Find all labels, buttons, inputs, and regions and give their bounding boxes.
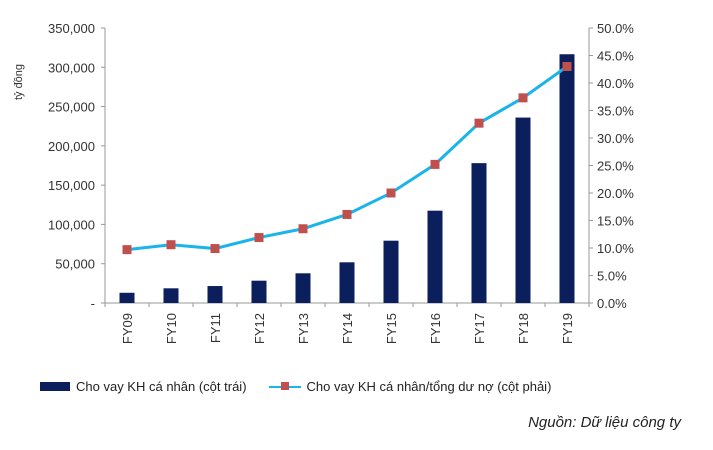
left-tick-label: 100,000 xyxy=(48,217,95,232)
right-tick-label: 15.0% xyxy=(597,214,634,229)
x-tick-label: FY11 xyxy=(208,313,223,343)
bar xyxy=(515,117,531,303)
line-marker xyxy=(122,245,132,255)
bar xyxy=(207,286,223,303)
x-tick-label: FY14 xyxy=(340,313,355,344)
line-marker xyxy=(254,233,264,243)
y-axis-label: tỷ đồng xyxy=(13,64,25,100)
right-tick-label: 5.0% xyxy=(597,269,627,284)
x-tick-label: FY18 xyxy=(516,313,531,344)
right-tick-label: 0.0% xyxy=(597,296,627,311)
x-tick-label: FY17 xyxy=(472,313,487,344)
legend-bar-swatch xyxy=(40,382,70,391)
line-marker xyxy=(166,240,176,250)
x-tick-label: FY12 xyxy=(252,313,267,344)
bar xyxy=(163,288,179,303)
bar xyxy=(559,54,575,303)
x-tick-label: FY13 xyxy=(296,313,311,344)
bar xyxy=(383,240,399,303)
x-tick-label: FY10 xyxy=(164,313,179,344)
right-tick-label: 25.0% xyxy=(597,159,634,174)
legend-line-label: Cho vay KH cá nhân/tổng dư nợ (cột phải) xyxy=(306,379,552,394)
left-tick-label: - xyxy=(91,296,95,311)
right-tick-label: 35.0% xyxy=(597,104,634,119)
x-tick-label: FY19 xyxy=(560,313,575,344)
left-tick-label: 50,000 xyxy=(55,257,95,272)
left-tick-label: 250,000 xyxy=(48,100,95,115)
left-tick-label: 200,000 xyxy=(48,139,95,154)
right-tick-label: 20.0% xyxy=(597,186,634,201)
line-marker xyxy=(342,209,352,219)
bar xyxy=(471,163,487,303)
line-marker xyxy=(210,244,220,254)
line-marker xyxy=(386,188,396,198)
line-marker xyxy=(518,93,528,103)
line-marker xyxy=(430,159,440,169)
series-line xyxy=(126,65,568,252)
right-tick-label: 45.0% xyxy=(597,49,634,64)
bar xyxy=(427,210,443,303)
source-note: Nguồn: Dữ liệu công ty xyxy=(528,414,681,431)
left-tick-label: 350,000 xyxy=(48,21,95,36)
right-tick-label: 50.0% xyxy=(597,21,634,36)
bar xyxy=(295,273,311,303)
right-tick-label: 40.0% xyxy=(597,76,634,91)
left-tick-label: 150,000 xyxy=(48,178,95,193)
right-tick-label: 30.0% xyxy=(597,131,634,146)
line-marker xyxy=(474,118,484,128)
legend: Cho vay KH cá nhân (cột trái) Cho vay KH… xyxy=(40,379,551,394)
bar xyxy=(251,280,267,303)
line-marker xyxy=(298,224,308,234)
right-tick-label: 10.0% xyxy=(597,241,634,256)
legend-bar-label: Cho vay KH cá nhân (cột trái) xyxy=(76,379,247,394)
x-tick-label: FY15 xyxy=(384,313,399,344)
line-marker xyxy=(562,62,572,71)
x-tick-label: FY09 xyxy=(120,313,135,344)
x-tick-label: FY16 xyxy=(428,313,443,344)
legend-line-swatch xyxy=(268,381,301,390)
bar xyxy=(339,262,355,303)
left-tick-label: 300,000 xyxy=(48,60,95,75)
bar xyxy=(119,292,135,303)
